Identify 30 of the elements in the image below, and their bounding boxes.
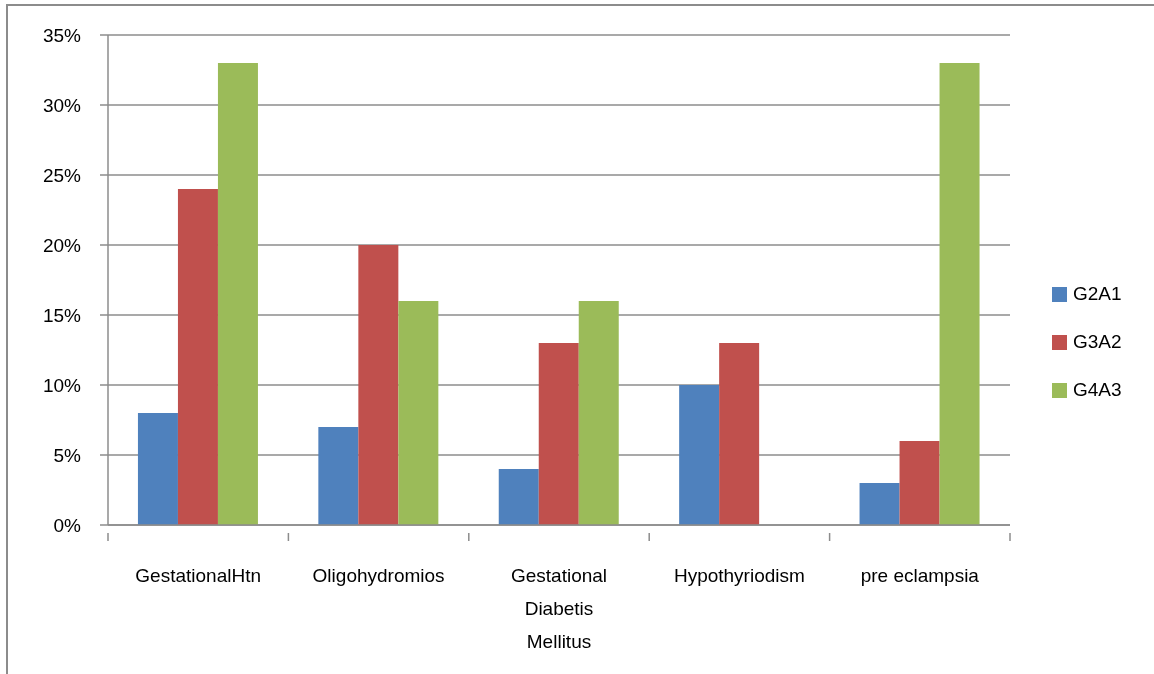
bar [859, 483, 900, 525]
bar [358, 245, 399, 525]
bar [398, 301, 439, 525]
bar [679, 385, 720, 525]
bar [578, 301, 619, 525]
y-tick-label: 25% [42, 164, 82, 186]
y-tick-label: 0% [53, 514, 82, 536]
x-tick-label: Oligohydromios [312, 565, 445, 586]
bar [217, 63, 258, 525]
bar [498, 469, 539, 525]
y-tick-label: 5% [53, 444, 82, 466]
legend-label: G3A2 [1073, 331, 1122, 353]
y-tick-label: 20% [42, 234, 82, 256]
bar [899, 441, 940, 525]
bar [137, 413, 178, 525]
bar [719, 343, 760, 525]
y-tick-label: 10% [42, 374, 82, 396]
bar [538, 343, 579, 525]
bar [318, 427, 359, 525]
y-tick-label: 15% [42, 304, 82, 326]
x-tick-label: GestationalHtn [135, 565, 262, 586]
legend-label: G2A1 [1073, 283, 1122, 305]
y-tick-label: 30% [42, 94, 82, 116]
x-tick-label: Gestational Diabetis Mellitus [510, 565, 608, 652]
x-tick-label: Hypothyriodism [673, 565, 805, 586]
y-tick-label: 35% [42, 24, 82, 46]
x-tick-label: pre eclampsia [860, 565, 980, 586]
bar [177, 189, 218, 525]
bar [939, 63, 980, 525]
legend-label: G4A3 [1073, 379, 1122, 401]
